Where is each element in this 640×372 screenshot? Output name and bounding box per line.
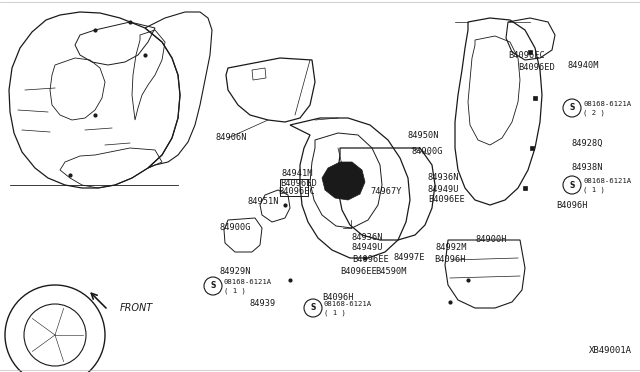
Text: B4096EC: B4096EC [278,187,315,196]
Text: B4096EC: B4096EC [508,51,545,60]
Text: 84949U: 84949U [352,244,383,253]
Text: B4096ED: B4096ED [280,180,317,189]
Text: 74967Y: 74967Y [370,187,401,196]
Text: B4096H: B4096H [556,201,588,209]
Text: B4590M: B4590M [375,267,406,276]
Text: S: S [570,180,575,189]
Text: 84900H: 84900H [476,235,508,244]
Text: B4096EE: B4096EE [352,256,388,264]
Text: B4096EE: B4096EE [428,196,465,205]
Text: 84936N: 84936N [352,232,383,241]
Text: ( 2 ): ( 2 ) [583,110,605,116]
Text: S: S [310,304,316,312]
Text: 08168-6121A: 08168-6121A [224,279,272,285]
Text: XB49001A: XB49001A [589,346,632,355]
Text: ( 1 ): ( 1 ) [324,310,346,316]
Text: S: S [570,103,575,112]
Text: FRONT: FRONT [120,303,153,313]
Text: S: S [211,282,216,291]
Text: 84949U: 84949U [428,186,460,195]
Text: 84992M: 84992M [436,243,467,251]
Text: 84900G: 84900G [412,148,444,157]
Text: ( 1 ): ( 1 ) [224,288,246,294]
Text: ( 1 ): ( 1 ) [583,187,605,193]
Text: 84950N: 84950N [408,131,440,140]
Text: B4096ED: B4096ED [518,62,555,71]
Text: 84941M: 84941M [282,170,314,179]
Text: 08168-6121A: 08168-6121A [583,178,631,184]
Text: 84951N: 84951N [248,198,280,206]
Text: 84940M: 84940M [568,61,600,70]
Text: 84928Q: 84928Q [572,138,604,148]
Text: B4096EE: B4096EE [340,267,377,276]
Text: 84900G: 84900G [220,224,252,232]
Text: B4096H: B4096H [322,292,353,301]
Text: 08168-6121A: 08168-6121A [583,101,631,107]
Text: 84939: 84939 [250,298,276,308]
Text: 84997E: 84997E [394,253,426,263]
Text: 84938N: 84938N [572,163,604,171]
Polygon shape [322,162,365,200]
Text: 08168-6121A: 08168-6121A [324,301,372,307]
Text: 84936N: 84936N [428,173,460,183]
Text: B4096H: B4096H [434,256,465,264]
Text: 84929N: 84929N [220,267,252,276]
Text: 84906N: 84906N [215,134,246,142]
